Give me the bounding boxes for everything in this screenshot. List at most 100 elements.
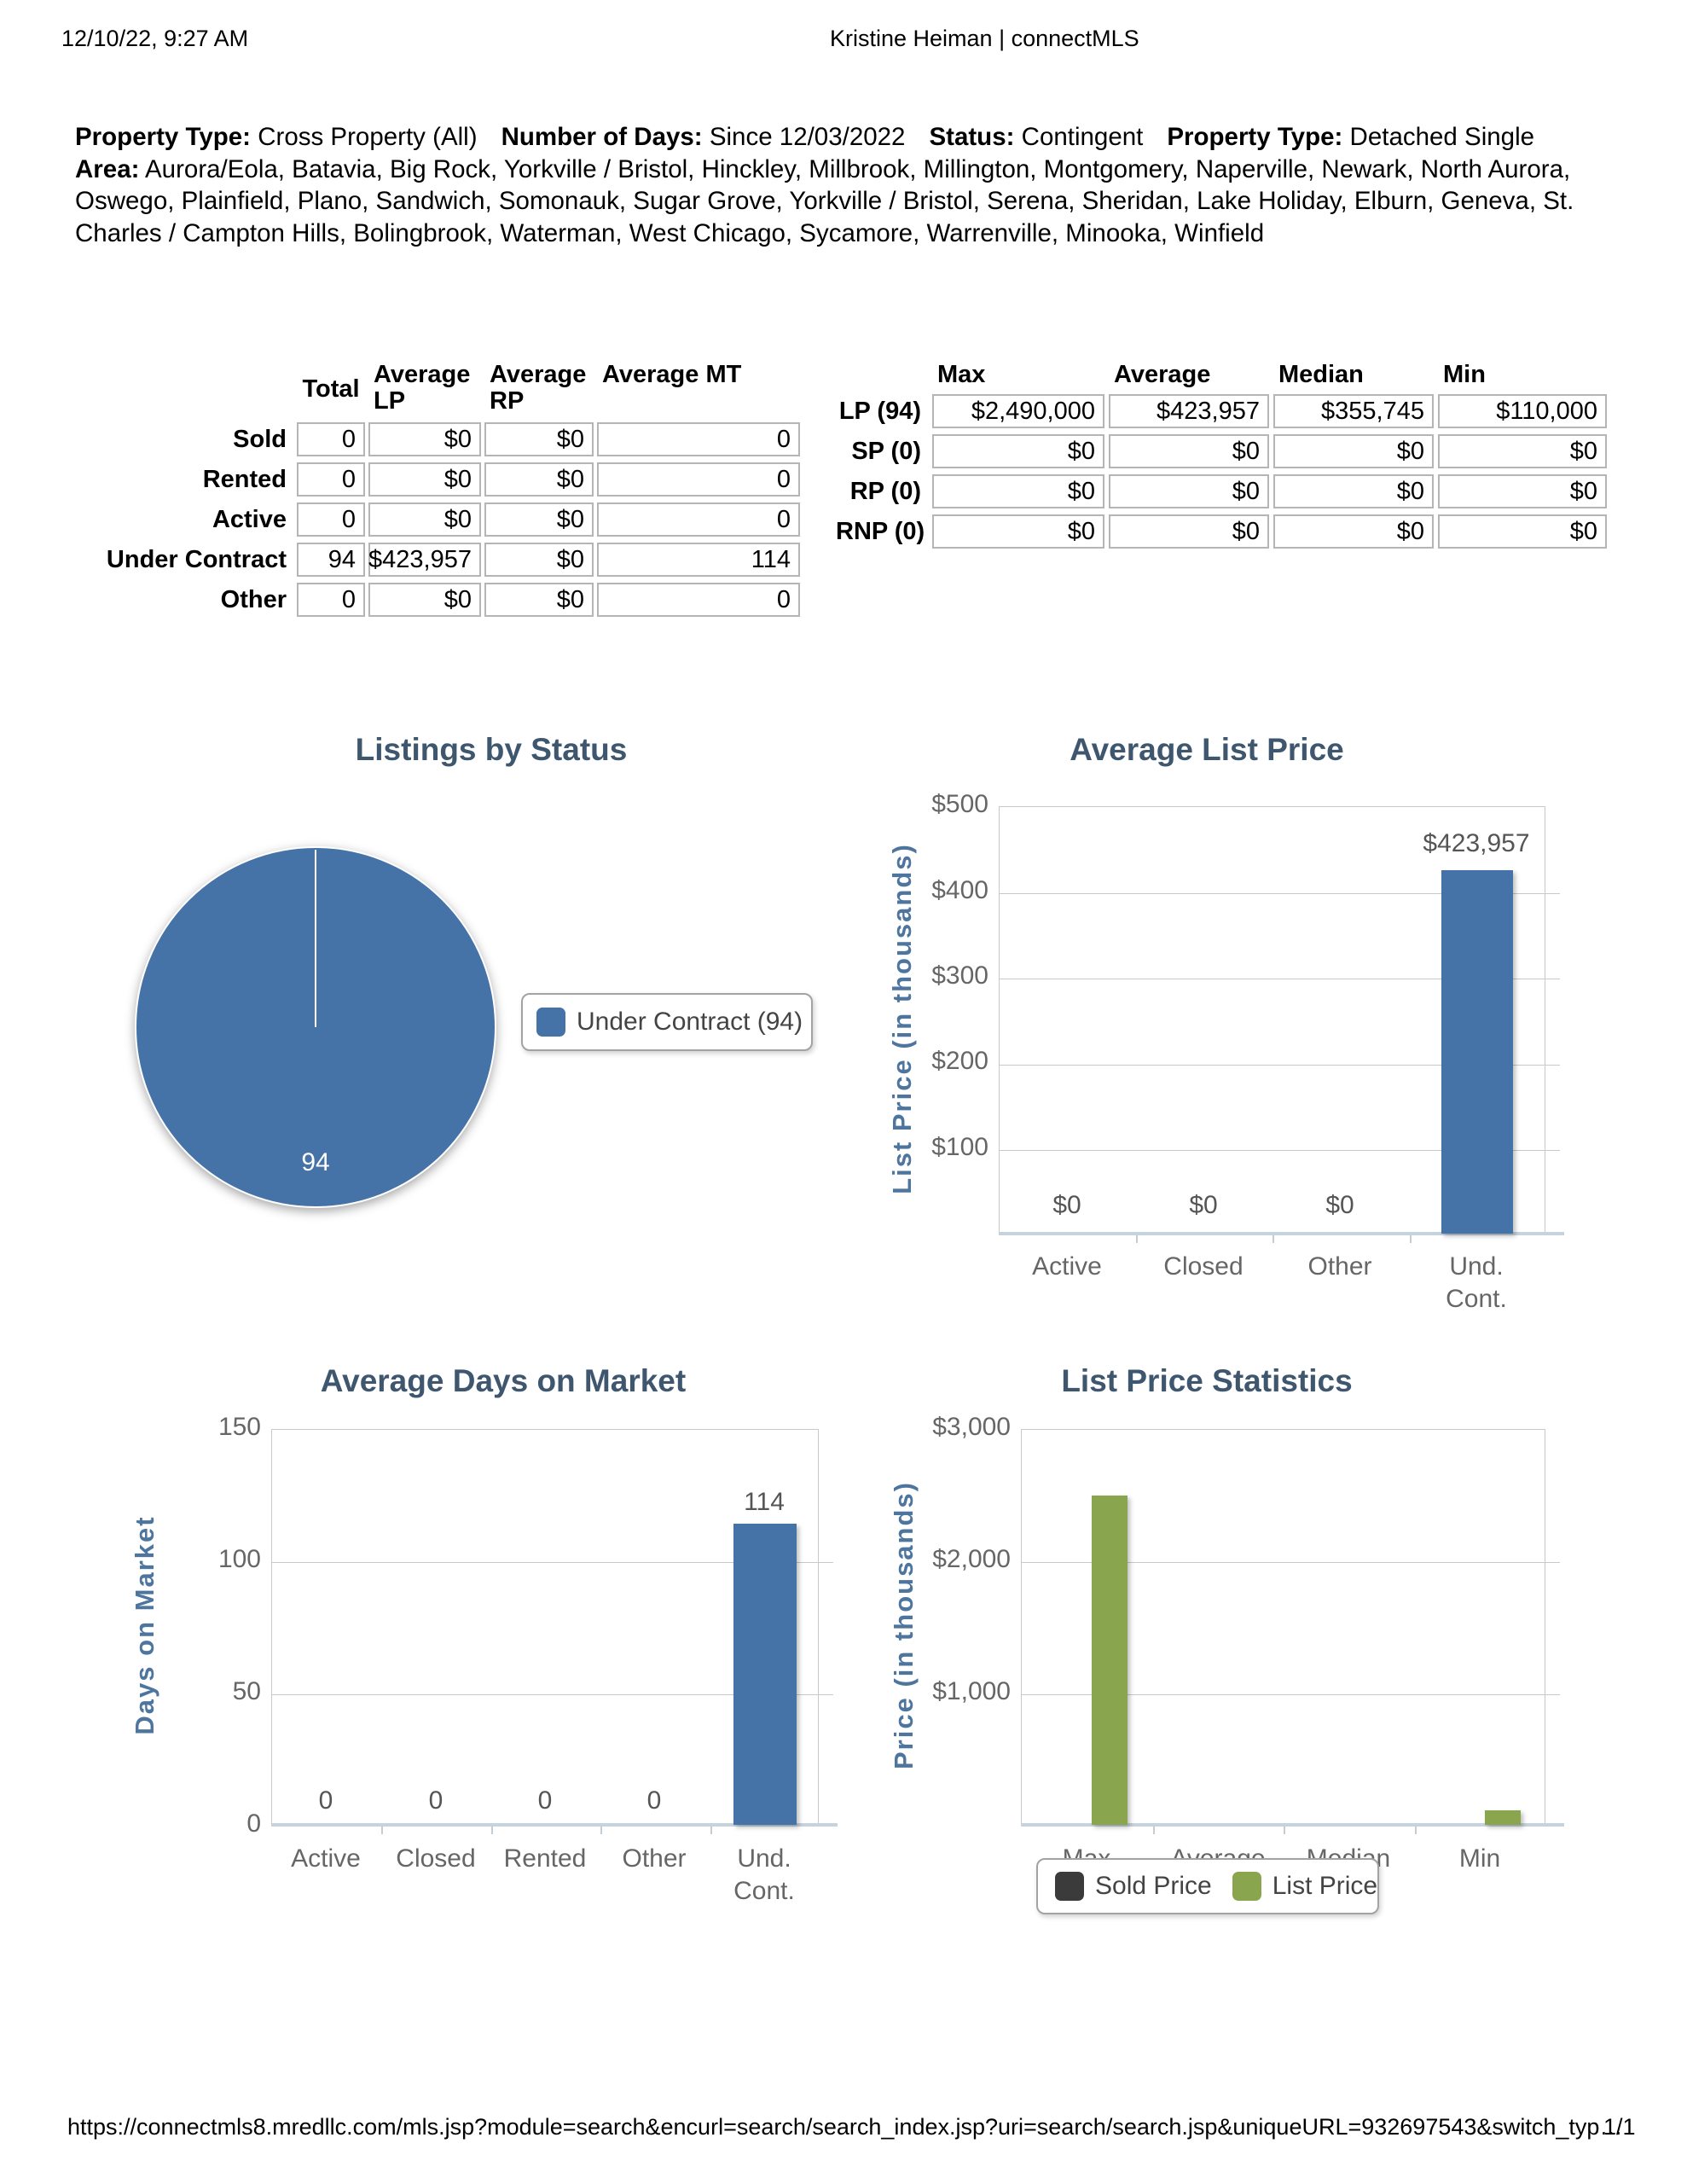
table-cell: $0 — [932, 514, 1104, 549]
x-category-label: Rented — [503, 1844, 587, 1873]
table-cell: 0 — [597, 583, 800, 617]
column-header-median: Median — [1278, 361, 1364, 388]
data-label-other: $0 — [1325, 1191, 1354, 1219]
criteria-status: Status: Contingent — [929, 123, 1143, 151]
table-cell: $0 — [932, 474, 1104, 508]
x-category-label: Closed — [1163, 1252, 1244, 1281]
table-cell: $423,957 — [1109, 394, 1269, 428]
table-cell: $0 — [368, 583, 481, 617]
axis-tick — [1545, 1150, 1560, 1151]
row-label-active: Active — [212, 506, 287, 533]
bar-list-price-max — [1092, 1496, 1128, 1825]
avg-dom-title: Average Days on Market — [320, 1363, 687, 1398]
y-tick-label: $500 — [931, 790, 988, 818]
y-tick-label: $200 — [931, 1047, 988, 1075]
axis-tick — [818, 1694, 833, 1695]
table-cell: $0 — [368, 462, 481, 497]
x-category-label: Other — [1307, 1252, 1372, 1281]
table-cell: $423,957 — [368, 543, 481, 577]
row-label-rented: Rented — [202, 466, 287, 493]
data-label-rented: 0 — [537, 1786, 553, 1815]
criteria-label: Number of Days: — [501, 123, 703, 151]
y-tick-label: 150 — [217, 1413, 261, 1441]
row-label-under-contract: Under Contract — [106, 546, 287, 573]
list-price-stats-y-axis-title: Price (in thousands) — [889, 1481, 919, 1769]
table-cell: 0 — [597, 502, 800, 537]
table-cell: 0 — [597, 462, 800, 497]
print-timestamp: 12/10/22, 9:27 AM — [61, 26, 249, 51]
table-cell: $0 — [1109, 514, 1269, 549]
bar-list-price-min — [1485, 1810, 1521, 1825]
criteria-property-type: Property Type: Cross Property (All) — [75, 123, 478, 151]
axis-tick — [1545, 1694, 1560, 1695]
axis-tick — [1410, 1234, 1412, 1243]
data-label-und-cont: $423,957 — [1423, 829, 1530, 857]
column-header-average: Average — [1114, 361, 1211, 388]
table-cell: $355,745 — [1273, 394, 1434, 428]
x-category-label: Other — [622, 1844, 687, 1873]
table-cell: $2,490,000 — [932, 394, 1104, 428]
gridline — [1022, 1562, 1545, 1563]
y-tick-label: $300 — [931, 961, 988, 990]
avg-dom-plot-area — [271, 1429, 838, 1834]
axis-tick — [1415, 1825, 1417, 1834]
x-category-label: Und. Cont. — [733, 1844, 795, 1905]
axis-tick — [1136, 1234, 1138, 1243]
x-category-label: Active — [291, 1844, 361, 1873]
table-cell: $0 — [484, 583, 594, 617]
criteria-number-of-days: Number of Days: Since 12/03/2022 — [501, 123, 906, 151]
data-label-active: 0 — [318, 1786, 333, 1815]
legend-label-list-price: List Price — [1272, 1872, 1378, 1900]
table-cell: 0 — [297, 502, 365, 537]
data-label-closed: $0 — [1189, 1191, 1218, 1219]
x-category-label: Closed — [396, 1844, 476, 1873]
table-cell: 0 — [597, 422, 800, 456]
avg-list-price-y-axis-title: List Price (in thousands) — [887, 843, 917, 1194]
area-value: Aurora/Eola, Batavia, Big Rock, Yorkvill… — [75, 154, 1574, 247]
x-axis-line — [999, 1232, 1564, 1235]
pie-legend: Under Contract (94) — [521, 993, 813, 1051]
gridline — [1000, 893, 1545, 894]
legend-swatch-sold-price — [1055, 1872, 1084, 1901]
table-cell: $0 — [1273, 514, 1434, 549]
table-cell: $0 — [1109, 474, 1269, 508]
table-cell: $0 — [1109, 434, 1269, 468]
table-cell: $110,000 — [1438, 394, 1607, 428]
axis-tick — [818, 1562, 833, 1563]
table-cell: $0 — [368, 422, 481, 456]
legend-label-under-contract: Under Contract (94) — [577, 1008, 803, 1036]
pie-slice-border — [315, 850, 316, 1027]
x-category-label: Und. Cont. — [1446, 1252, 1507, 1313]
table-cell: $0 — [484, 462, 594, 497]
column-header-average-rp: Average RP — [490, 361, 587, 415]
legend-swatch-under-contract — [536, 1008, 565, 1037]
axis-tick — [1545, 1065, 1560, 1066]
avg-dom-y-axis-title: Days on Market — [130, 1515, 159, 1735]
row-label-lp: LP (94) — [838, 398, 921, 425]
axis-tick — [1545, 893, 1560, 894]
search-criteria: Property Type: Cross Property (All) Numbe… — [75, 121, 1623, 249]
data-label-und-cont: 114 — [744, 1488, 785, 1516]
criteria-area: Area: Aurora/Eola, Batavia, Big Rock, Yo… — [75, 154, 1623, 250]
column-header-total: Total — [302, 375, 360, 403]
criteria-label: Property Type: — [1167, 123, 1343, 151]
gridline — [1000, 1065, 1545, 1066]
criteria-line: Property Type: Cross Property (All) Numbe… — [75, 121, 1623, 154]
list-price-stats-plot-area — [1021, 1429, 1564, 1834]
criteria-value: Cross Property (All) — [258, 123, 478, 151]
price-statistics-table: Max Average Median Min LP (94) $2,490,00… — [836, 362, 1607, 549]
row-label-rp: RP (0) — [849, 478, 921, 505]
avg-list-price-plot-area — [999, 806, 1564, 1243]
table-cell: 0 — [297, 422, 365, 456]
table-cell: $0 — [484, 502, 594, 537]
table-cell: 0 — [297, 462, 365, 497]
axis-tick — [491, 1825, 493, 1834]
print-footer-url: https://connectmls8.mredllc.com/mls.jsp?… — [67, 2114, 1623, 2140]
axis-tick — [381, 1825, 383, 1834]
table-cell: $0 — [484, 543, 594, 577]
column-header-min: Min — [1443, 361, 1486, 388]
table-corner — [836, 362, 928, 388]
print-footer-page-number: 1/1 — [1603, 2114, 1636, 2140]
criteria-value: Contingent — [1021, 123, 1144, 151]
